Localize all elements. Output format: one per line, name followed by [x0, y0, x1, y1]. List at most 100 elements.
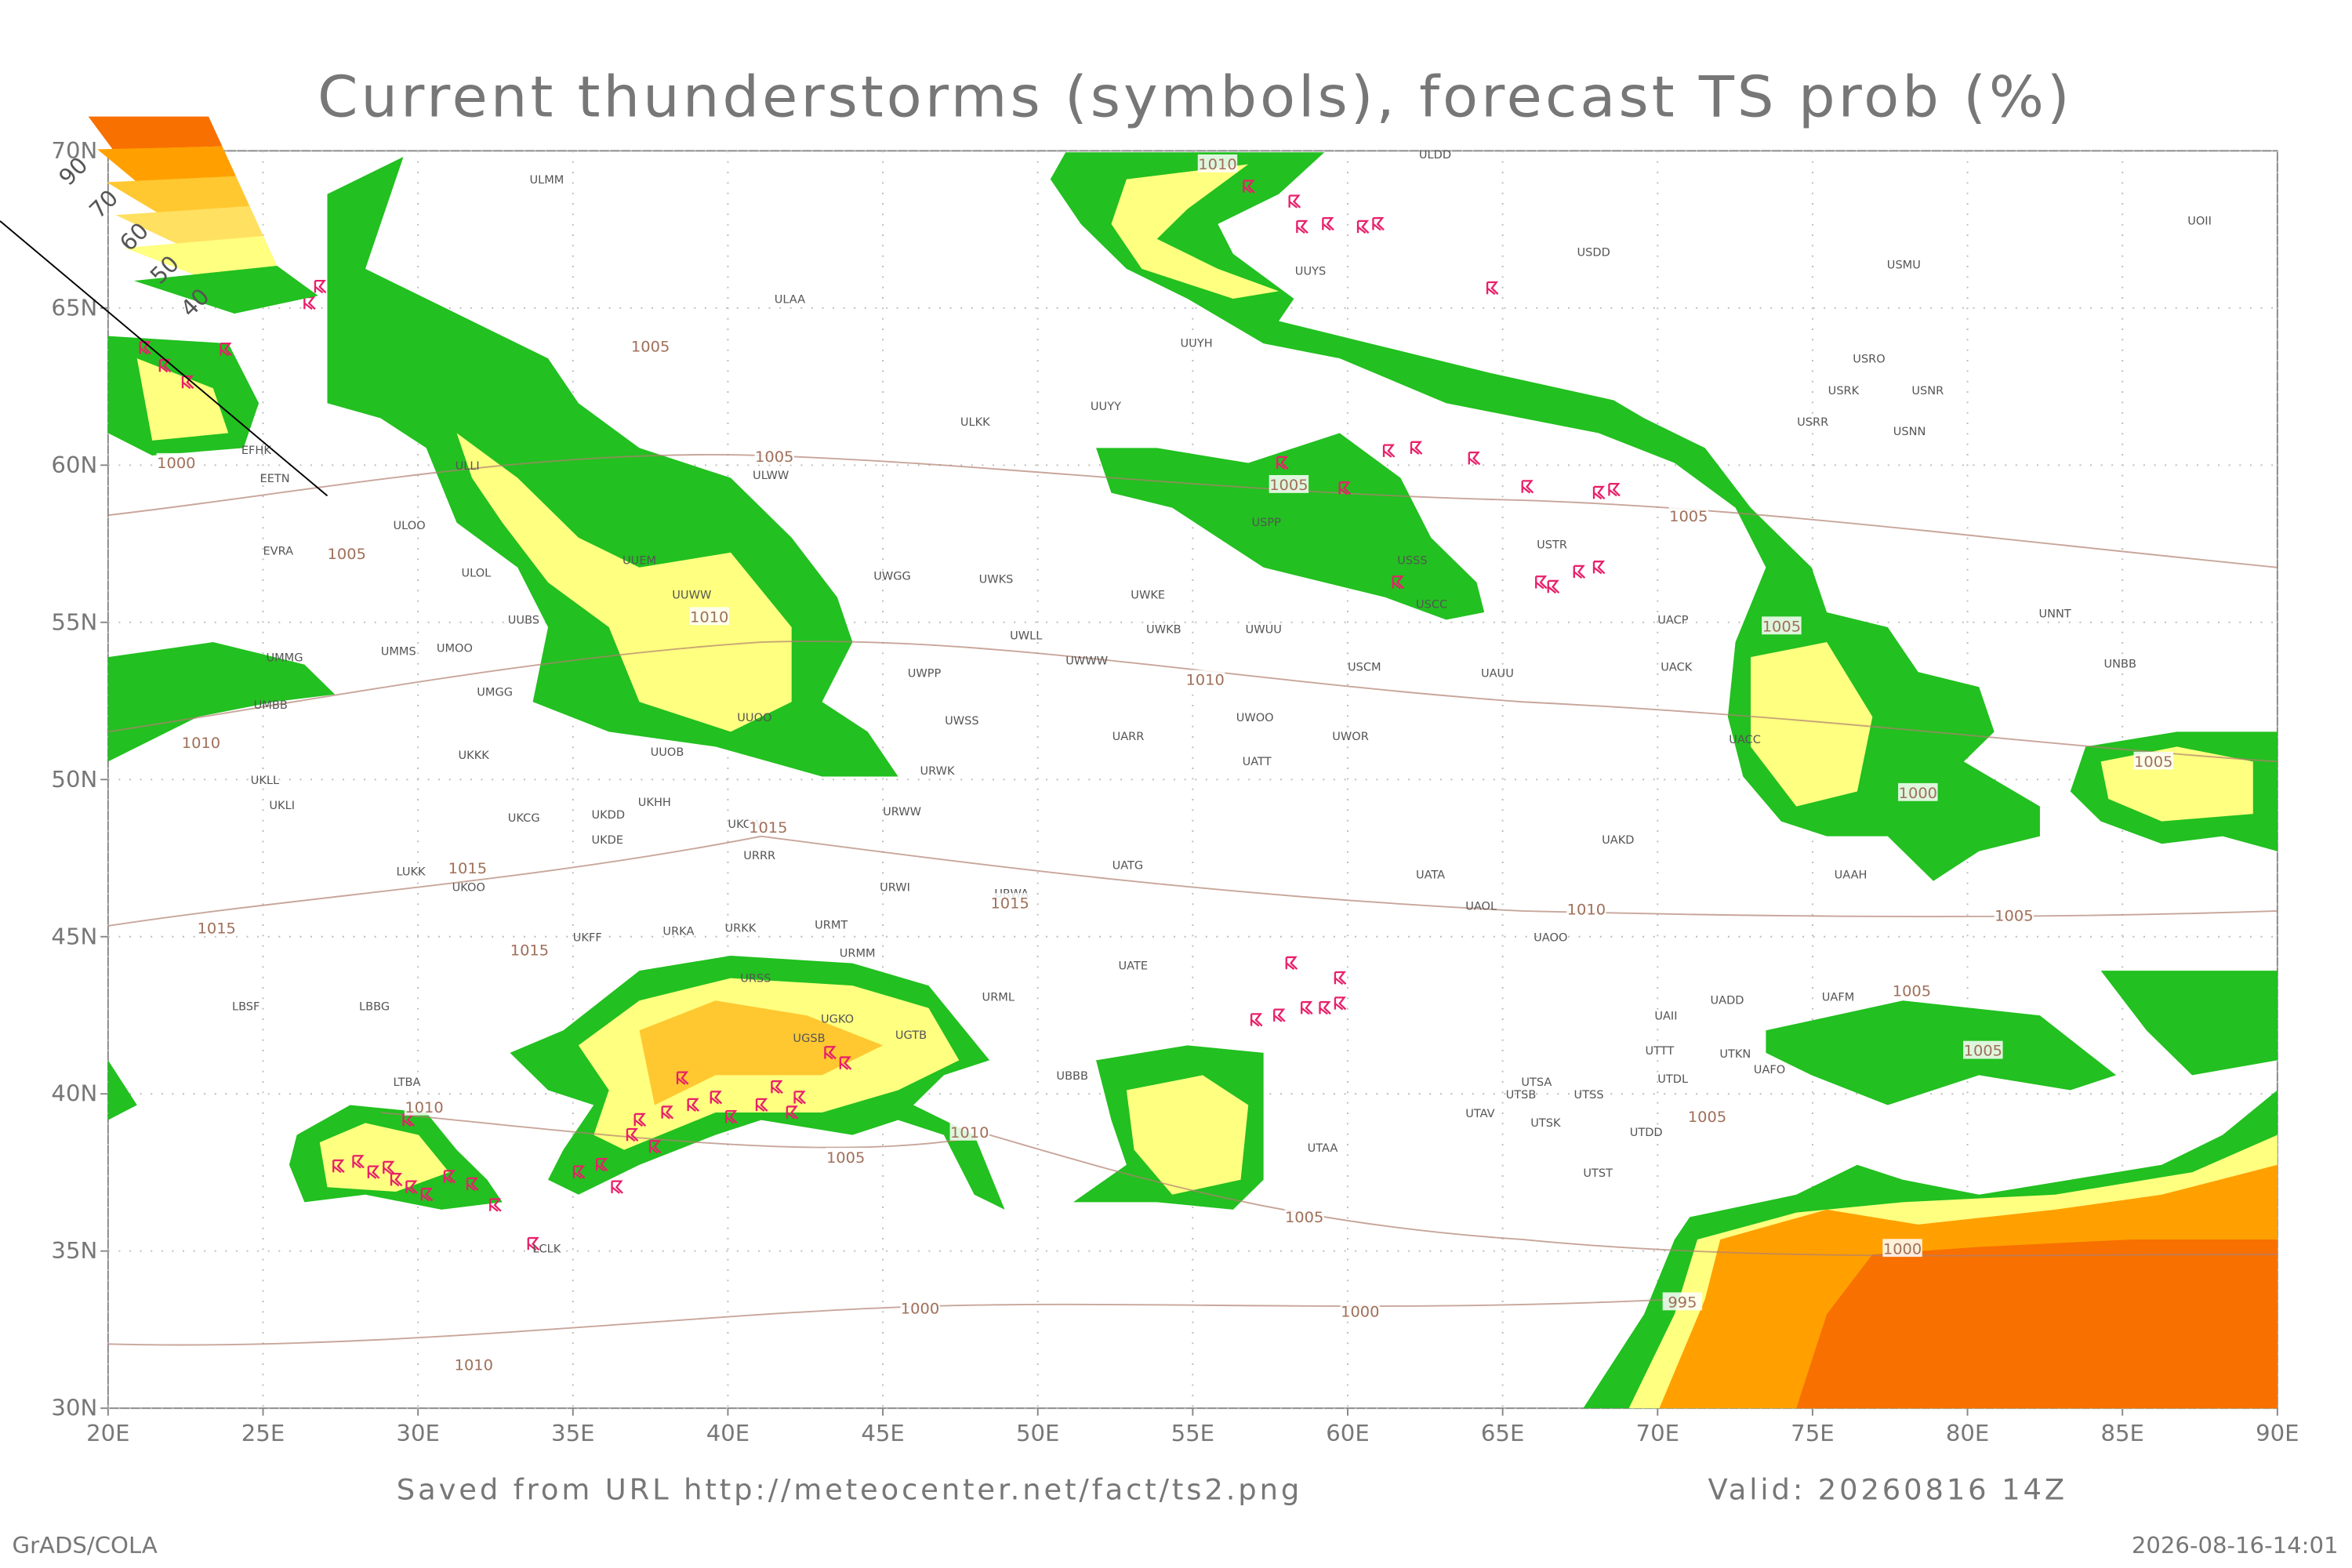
station-label: ULWW — [753, 470, 789, 482]
isobar-label: 1010 — [182, 734, 220, 752]
station-label: URML — [982, 992, 1014, 1004]
station-label: UKFF — [573, 932, 602, 945]
isobar-label: 1000 — [1883, 1240, 1922, 1258]
map-labels: 20E 25E 30E 35E 40E 45E 50E 55E 60E 65E 70E 75E 80E 8… — [51, 137, 2299, 1446]
isobar-label: 1005 — [631, 338, 670, 356]
station-label: UTST — [1583, 1167, 1613, 1180]
station-label: UKCG — [508, 812, 540, 825]
station-label: UUOO — [737, 712, 771, 724]
station-label: UKHH — [638, 797, 671, 809]
station-label: UKDE — [592, 834, 624, 847]
station-label: URKK — [724, 923, 756, 935]
station-label: UGTB — [895, 1029, 927, 1042]
station-label: UTDL — [1657, 1073, 1688, 1086]
station-label: USNN — [1893, 426, 1926, 438]
legend-swatch — [88, 116, 223, 150]
isobar-label-box — [1687, 1106, 1727, 1125]
isobar-label-box — [448, 858, 488, 877]
station-label: UAKD — [1602, 834, 1634, 847]
y-tick-label: 60N — [51, 452, 97, 478]
station-label: UADD — [1710, 995, 1744, 1007]
station-label: UTSS — [1574, 1089, 1604, 1102]
isobar-label: 1005 — [1994, 906, 2033, 924]
station-label: URRR — [743, 850, 775, 862]
station-label: UUEM — [622, 554, 656, 567]
station-label: UWOR — [1332, 731, 1369, 743]
station-label: UAAH — [1835, 869, 1867, 881]
station-label: UMMG — [266, 652, 303, 665]
legend-swatch — [106, 176, 250, 216]
station-label: UGSB — [793, 1033, 825, 1045]
legend-swatch — [115, 205, 263, 249]
isobar-label-box — [989, 893, 1030, 912]
station-label: LUKK — [396, 866, 426, 878]
station-label: UWLL — [1010, 630, 1042, 643]
station-label: UOII — [2187, 215, 2212, 227]
station-label: UUWW — [672, 590, 711, 602]
station-label: UTDD — [1630, 1127, 1663, 1139]
isobar-label: 1000 — [1341, 1303, 1379, 1321]
y-tick-label: 70N — [51, 137, 97, 164]
station-label: USPP — [1251, 517, 1281, 529]
legend-swatch — [97, 146, 236, 183]
station-label: URSS — [740, 973, 771, 985]
station-label: URWI — [880, 881, 910, 894]
station-label: UWSS — [945, 715, 978, 728]
x-tick-label: 85E — [2100, 1420, 2143, 1446]
station-label: LBSF — [232, 1001, 260, 1014]
isobar-label: 1005 — [755, 448, 793, 466]
station-label: UAUU — [1481, 668, 1514, 681]
station-label: UUOB — [651, 746, 684, 759]
isobar-label: 1010 — [455, 1356, 493, 1374]
isobar-label: 1005 — [2134, 753, 2172, 771]
source-url: Saved from URL http://meteocenter.net/fa… — [397, 1473, 1302, 1507]
y-tick-label: 45N — [51, 924, 97, 950]
isobar-label-box — [900, 1298, 940, 1317]
isobar-label: 1010 — [690, 608, 728, 626]
station-label: UUBS — [508, 615, 539, 627]
station-label: UKKK — [459, 750, 490, 762]
isobar-label: 1010 — [950, 1123, 989, 1142]
station-label: USCM — [1348, 662, 1381, 674]
station-label: ULLI — [456, 460, 480, 473]
isobar-label-box — [196, 918, 237, 937]
station-label: URWW — [883, 806, 921, 818]
isobar-label: 1015 — [749, 818, 787, 837]
isobar-label: 1000 — [157, 454, 195, 472]
station-label: EFHK — [241, 445, 272, 457]
station-label: USCC — [1416, 599, 1447, 612]
y-tick-label: 40N — [51, 1080, 97, 1107]
station-label: LCLK — [532, 1243, 561, 1256]
isobar-label-box — [1963, 1040, 2003, 1059]
station-label: UWPP — [908, 668, 942, 681]
x-tick-label: 75E — [1791, 1420, 1834, 1446]
isobar-label: 1005 — [1964, 1042, 2002, 1060]
y-tick-label: 35N — [51, 1237, 97, 1264]
station-label: UACK — [1661, 662, 1693, 674]
isobar-label-box — [1662, 1292, 1703, 1311]
station-label: UKDD — [592, 809, 626, 822]
isobar-label: 1005 — [1762, 618, 1801, 636]
legend-pointer — [0, 220, 328, 497]
x-tick-label: 30E — [396, 1420, 439, 1446]
isobar-label-box — [748, 818, 789, 836]
isobar-label-box — [1994, 906, 2034, 924]
isobar-label-box — [689, 607, 729, 626]
isobar-label-box — [326, 544, 367, 563]
station-label: UTAA — [1308, 1142, 1338, 1155]
isobar-label-box — [1197, 154, 1238, 172]
station-label: USRO — [1853, 354, 1885, 366]
isobar-label: 1010 — [1185, 671, 1224, 689]
isobar-label: 1010 — [405, 1098, 443, 1116]
station-label: UKOO — [452, 881, 485, 894]
isobar-label-box — [1566, 899, 1606, 918]
station-label: UKLL — [251, 775, 279, 787]
station-label: ULAA — [775, 294, 806, 307]
isobar-label-box — [1340, 1301, 1381, 1320]
y-tick-label: 55N — [51, 609, 97, 636]
station-label: UWGG — [873, 570, 911, 583]
station-label: UARR — [1112, 731, 1145, 743]
isobar-label-box — [1762, 616, 1802, 635]
